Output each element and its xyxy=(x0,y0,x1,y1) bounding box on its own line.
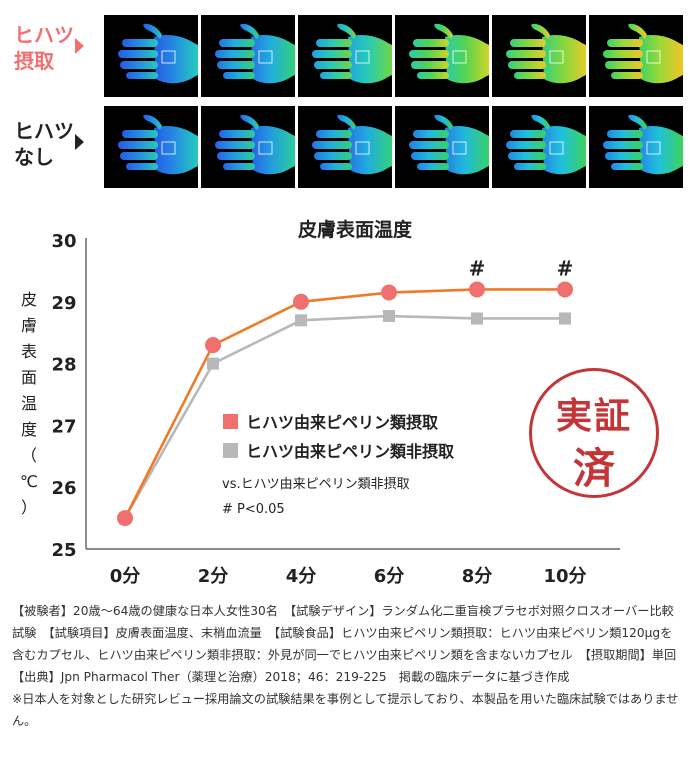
y-axis-label-char: （ xyxy=(21,446,37,465)
y-tick-label: 27 xyxy=(51,416,76,437)
with-thermal-image xyxy=(104,15,198,97)
note-comparison: vs.ヒハツ由来ピペリン類非摂取 xyxy=(222,476,410,492)
y-axis-label-char: 温 xyxy=(21,394,37,413)
y-axis-label-char: ℃ xyxy=(20,472,38,491)
y-tick-label: 25 xyxy=(51,540,76,561)
verified-stamp: 実証 済 xyxy=(529,368,659,498)
hand-icon xyxy=(409,114,489,175)
series-point-1 xyxy=(559,312,571,325)
y-tick-label: 28 xyxy=(51,355,76,376)
significance-mark: # xyxy=(557,256,574,280)
study-footnote: 【被験者】20歳～64歳の健康な日本人女性30名 【試験デザイン】ランダム化二重… xyxy=(12,600,689,732)
hand-icon xyxy=(409,23,489,84)
skin-temperature-chart: 皮膚表面温度 25 26 27 28 29 30 皮膚表面温度 （ ℃ ） 0分 2分 4分 6分 8分 10分… xyxy=(20,218,620,587)
series-point-0 xyxy=(117,510,133,527)
x-tick-label: 10分 xyxy=(543,566,586,587)
hand-icon xyxy=(312,23,392,84)
x-tick-label: 6分 xyxy=(374,566,405,587)
hand-icon xyxy=(215,23,295,84)
y-tick-label: 26 xyxy=(51,478,76,499)
series-line-0 xyxy=(123,288,565,519)
note-pvalue: # P<0.05 xyxy=(222,502,285,517)
without-thermal-image xyxy=(104,106,198,188)
x-tick-label: 0分 xyxy=(110,566,141,587)
with-thermal-image xyxy=(589,15,683,97)
y-axis-label-char: 皮 xyxy=(21,290,37,309)
hand-icon xyxy=(603,114,683,175)
hand-icon xyxy=(312,114,392,175)
x-tick-label: 2分 xyxy=(198,566,229,587)
with-thermal-image xyxy=(201,15,295,97)
series-line-1 xyxy=(123,314,565,519)
legend-label-0: ヒハツ由来ピペリン類摂取 xyxy=(246,413,438,432)
y-tick-label: 29 xyxy=(51,293,76,314)
row-label-with-hihatsu: ヒハツ 摂取 xyxy=(14,22,84,74)
hand-icon xyxy=(506,114,586,175)
stamp-line-1: 実証 xyxy=(555,395,632,437)
series-point-1 xyxy=(383,310,395,323)
series-point-0 xyxy=(469,281,485,298)
y-axis-label-char: 度 xyxy=(21,420,37,439)
with-thermal-image xyxy=(298,15,392,97)
hand-icon xyxy=(215,114,295,175)
hand-icon xyxy=(118,23,198,84)
without-thermal-image xyxy=(201,106,295,188)
series-point-1 xyxy=(471,312,483,325)
series-point-0 xyxy=(381,284,397,301)
hand-icon xyxy=(603,23,683,84)
without-thermal-image xyxy=(298,106,392,188)
y-axis-label-char: 膚 xyxy=(21,316,37,335)
series-point-0 xyxy=(557,281,573,298)
disclaimer-text: ※日本人を対象とした研究レビュー採用論文の試験結果を事例として提示しており、本製… xyxy=(12,692,679,728)
without-thermal-image xyxy=(395,106,489,188)
hand-icon xyxy=(506,23,586,84)
series-point-0 xyxy=(293,293,309,310)
legend-swatch-1 xyxy=(223,443,238,458)
triangle-right-icon xyxy=(75,134,84,150)
x-tick-label: 8分 xyxy=(462,566,493,587)
study-details-text: 【被験者】20歳～64歳の健康な日本人女性30名 【試験デザイン】ランダム化二重… xyxy=(12,604,689,684)
without-thermal-image xyxy=(589,106,683,188)
triangle-right-icon xyxy=(75,38,84,54)
with-thermal-image xyxy=(492,15,586,97)
row-label-without-hihatsu: ヒハツ なし xyxy=(14,118,84,170)
row-label-line: なし xyxy=(14,145,54,169)
series-point-1 xyxy=(295,314,307,327)
series-point-1 xyxy=(207,357,219,370)
row-label-line: ヒハツ xyxy=(14,119,74,143)
significance-mark: # xyxy=(469,256,486,280)
row-label-line: 摂取 xyxy=(14,49,54,73)
chart-title: 皮膚表面温度 xyxy=(298,218,413,241)
series-point-0 xyxy=(205,337,221,354)
y-axis-label-char: 面 xyxy=(21,368,37,387)
y-axis-label-char: 表 xyxy=(21,342,37,361)
with-thermal-image xyxy=(395,15,489,97)
row-label-line: ヒハツ xyxy=(14,23,74,47)
y-tick-label: 30 xyxy=(51,231,76,252)
legend-swatch-0 xyxy=(223,414,238,429)
without-thermal-image xyxy=(492,106,586,188)
thermal-image-panel: ヒハツ 摂取 ヒハツ なし xyxy=(0,0,692,200)
x-tick-label: 4分 xyxy=(286,566,317,587)
stamp-line-2: 済 xyxy=(572,444,615,493)
y-axis-label-char: ） xyxy=(21,498,37,517)
hand-icon xyxy=(118,114,198,175)
legend-label-1: ヒハツ由来ピペリン類非摂取 xyxy=(246,442,454,461)
